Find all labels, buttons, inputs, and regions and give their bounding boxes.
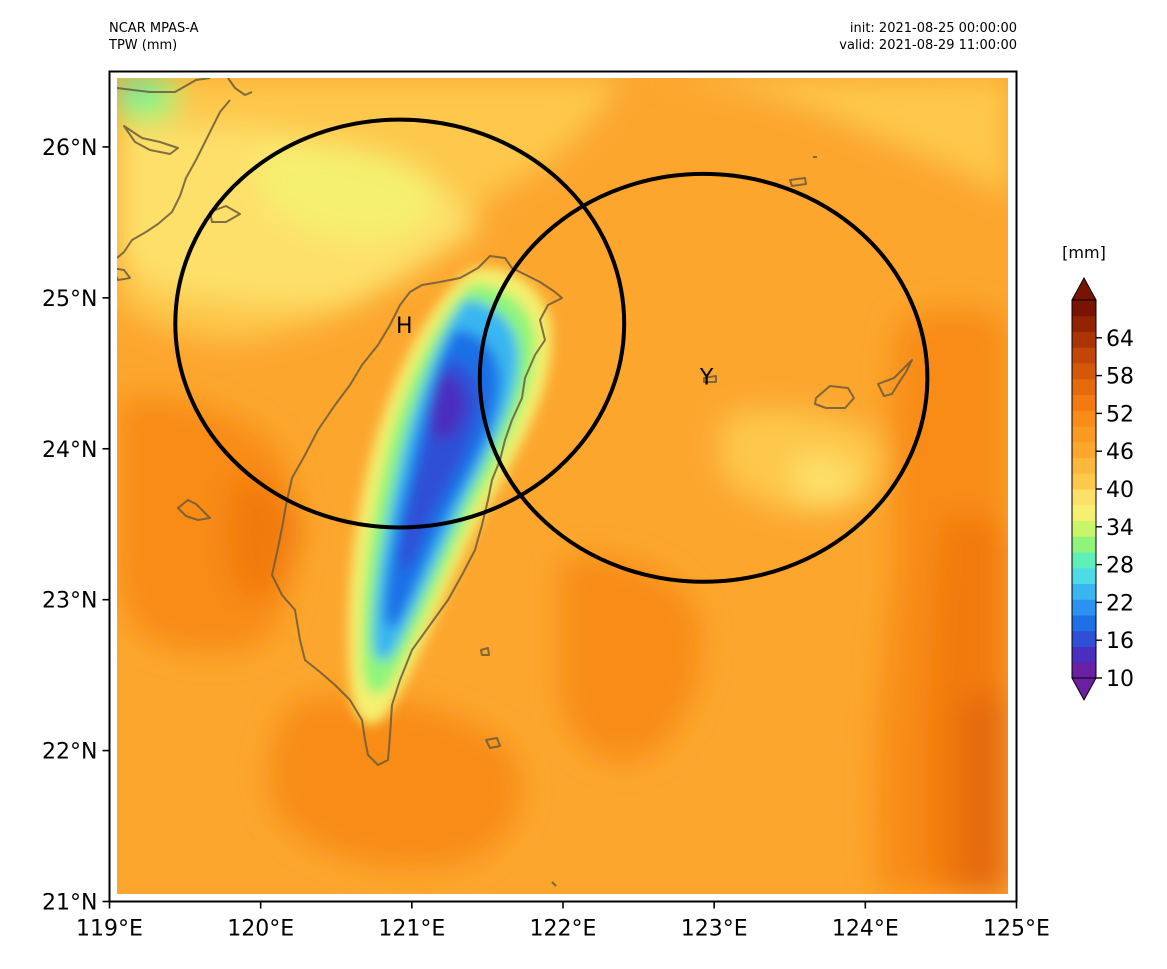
colorbar-band xyxy=(1072,489,1096,506)
colorbar-unit: [mm] xyxy=(1062,243,1106,262)
colorbar-tick-label: 34 xyxy=(1106,516,1134,541)
colorbar-tick-label: 28 xyxy=(1106,554,1134,579)
colorbar-band xyxy=(1072,363,1096,380)
colorbar-band xyxy=(1072,473,1096,490)
colorbar-band xyxy=(1072,457,1096,474)
y-axis-ticks: 21°N 22°N 23°N 24°N 25°N 26°N xyxy=(42,136,110,916)
colorbar-tick-label: 46 xyxy=(1106,440,1134,465)
colorbar-band xyxy=(1072,583,1096,600)
penghu-coastline xyxy=(177,499,211,521)
colorbar-band xyxy=(1072,504,1096,521)
fujian-coastline xyxy=(117,78,253,281)
colorbar-max-extend xyxy=(1071,276,1097,301)
yonaguni-coastline xyxy=(703,375,717,383)
colorbar-min-extend xyxy=(1071,677,1097,702)
x-tick-label: 121°E xyxy=(378,917,445,942)
range-circles xyxy=(173,117,930,584)
tpw-field xyxy=(117,78,1008,894)
station-marker-label: Y xyxy=(699,365,714,390)
y-tick-label: 25°N xyxy=(42,287,97,312)
colorbar-band xyxy=(1072,394,1096,411)
x-axis-ticks: 119°E 120°E 121°E 122°E 123°E 124°E 125°E xyxy=(76,901,1050,942)
x-tick-label: 123°E xyxy=(681,917,748,942)
coastlines xyxy=(117,78,913,887)
x-tick-label: 120°E xyxy=(227,917,294,942)
variable-name: TPW (mm) xyxy=(109,38,178,53)
colorbar-band xyxy=(1072,331,1096,348)
orchid-island-coastline xyxy=(485,737,501,749)
figure-header-left: NCAR MPAS-A TPW (mm) xyxy=(109,20,199,54)
taiwan-coastline xyxy=(271,255,563,766)
colorbar-band xyxy=(1072,615,1096,632)
colorbar-band xyxy=(1072,552,1096,569)
colorbar-labels: 10 16 22 28 34 40 46 52 58 64 xyxy=(1096,327,1134,692)
colorbar-band xyxy=(1072,599,1096,616)
x-tick-label: 119°E xyxy=(76,917,143,942)
colorbar-band xyxy=(1072,347,1096,364)
colorbar-band xyxy=(1072,567,1096,584)
colorbar-band xyxy=(1072,662,1096,679)
colorbar: [mm] 10 16 22 28 34 40 46 52 58 64 xyxy=(1062,243,1134,702)
colorbar-band xyxy=(1072,426,1096,443)
station-markers: HY xyxy=(396,314,714,390)
y-tick-label: 24°N xyxy=(42,438,97,463)
colorbar-band xyxy=(1072,441,1096,458)
colorbar-band xyxy=(1072,646,1096,663)
init-time: init: 2021-08-25 00:00:00 xyxy=(849,21,1017,36)
model-name: NCAR MPAS-A xyxy=(109,21,199,36)
x-tick-label: 125°E xyxy=(983,917,1050,942)
taiwan-dry-band xyxy=(348,267,552,725)
valid-time: valid: 2021-08-29 11:00:00 xyxy=(839,38,1017,53)
colorbar-band xyxy=(1072,315,1096,332)
small-islets-coastline xyxy=(551,156,817,887)
colorbar-tick-label: 16 xyxy=(1106,629,1134,654)
colorbar-tick-label: 22 xyxy=(1106,591,1134,616)
colorbar-band xyxy=(1072,630,1096,647)
colorbar-band xyxy=(1072,520,1096,537)
y-tick-label: 22°N xyxy=(42,740,97,765)
field-smooth-layer xyxy=(117,78,1008,894)
station-marker-label: H xyxy=(396,314,413,339)
y-tick-label: 23°N xyxy=(42,589,97,614)
colorbar-bands xyxy=(1071,276,1097,702)
colorbar-tick-label: 40 xyxy=(1106,478,1134,503)
colorbar-band xyxy=(1072,410,1096,427)
y-tick-label: 26°N xyxy=(42,136,97,161)
colorbar-band xyxy=(1072,536,1096,553)
colorbar-tick-label: 58 xyxy=(1106,365,1134,390)
iriomote-coastline xyxy=(814,385,855,409)
x-tick-label: 124°E xyxy=(832,917,899,942)
colorbar-band xyxy=(1072,378,1096,395)
colorbar-tick-label: 52 xyxy=(1106,402,1134,427)
ishigaki-coastline xyxy=(877,359,913,397)
colorbar-tick-label: 64 xyxy=(1106,327,1134,352)
x-tick-label: 122°E xyxy=(530,917,597,942)
green-island-coastline xyxy=(480,647,490,656)
colorbar-band xyxy=(1072,300,1096,317)
range-circle xyxy=(477,171,930,584)
y-tick-label: 21°N xyxy=(42,891,97,916)
figure-header-right: init: 2021-08-25 00:00:00 valid: 2021-08… xyxy=(839,20,1017,54)
range-circle xyxy=(173,117,627,530)
colorbar-tick-label: 10 xyxy=(1106,667,1134,692)
